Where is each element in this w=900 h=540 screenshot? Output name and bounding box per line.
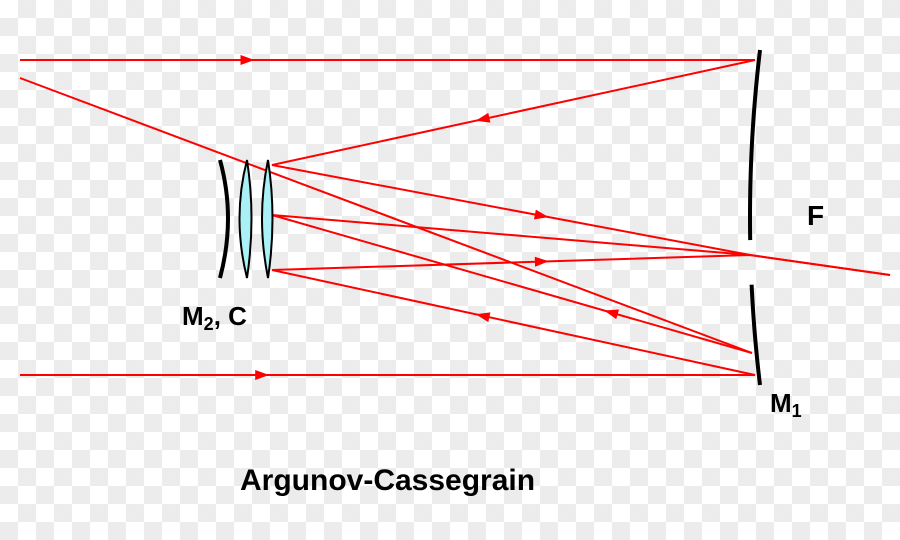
label-m1: M1: [770, 388, 802, 421]
primary-mirror-m1: [750, 50, 760, 385]
label-focus-f: F: [807, 200, 824, 231]
light-rays: [20, 55, 890, 380]
label-m2-c: M2, C: [182, 301, 247, 334]
diagram-title: Argunov-Cassegrain: [240, 464, 535, 497]
labels: M2, C M1 F Argunov-Cassegrain: [182, 200, 824, 497]
diagram-canvas: M2, C M1 F Argunov-Cassegrain: [0, 0, 900, 540]
secondary-mirror-and-corrector: [220, 160, 273, 278]
